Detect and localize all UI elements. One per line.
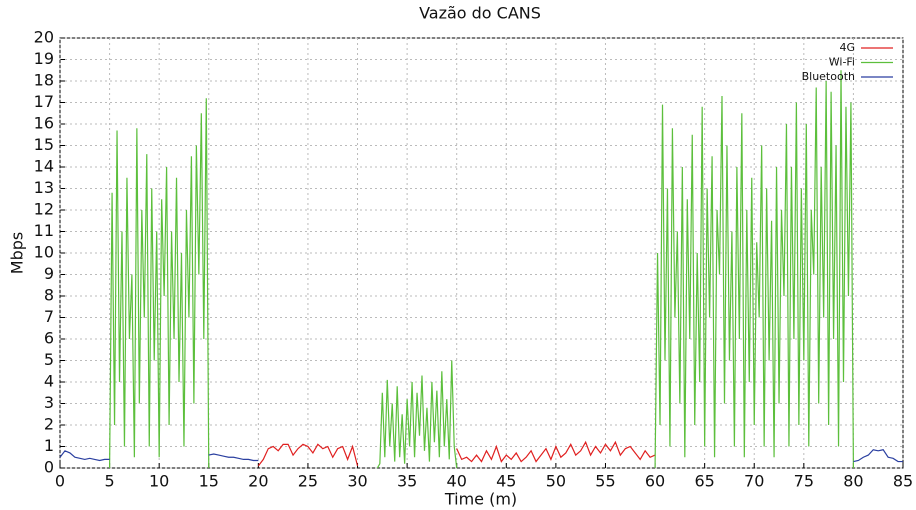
legend-label: Bluetooth <box>802 70 855 83</box>
y-tick-label: 3 <box>44 393 54 412</box>
legend-label: 4G <box>839 41 855 54</box>
x-tick-label: 15 <box>199 472 219 491</box>
x-tick-label: 45 <box>496 472 516 491</box>
y-tick-label: 15 <box>34 135 54 154</box>
x-tick-label: 60 <box>645 472 665 491</box>
x-tick-label: 55 <box>595 472 615 491</box>
y-tick-label: 1 <box>44 436 54 455</box>
y-tick-label: 12 <box>34 200 54 219</box>
y-tick-label: 4 <box>44 372 54 391</box>
legend-label: Wi-Fi <box>829 56 855 69</box>
x-axis-label: Time (m) <box>444 490 517 509</box>
series-line <box>257 440 656 467</box>
y-axis-label: Mbps <box>8 232 27 274</box>
y-tick-label: 19 <box>34 49 54 68</box>
series-line <box>108 70 855 469</box>
y-tick-label: 0 <box>44 458 54 477</box>
y-tick-label: 8 <box>44 286 54 305</box>
x-tick-label: 65 <box>694 472 714 491</box>
y-tick-label: 2 <box>44 415 54 434</box>
y-tick-label: 17 <box>34 92 54 111</box>
y-tick-label: 6 <box>44 329 54 348</box>
x-tick-label: 10 <box>149 472 169 491</box>
x-tick-label: 35 <box>397 472 417 491</box>
series-line <box>59 449 903 463</box>
y-tick-label: 9 <box>44 264 54 283</box>
y-tick-label: 10 <box>34 243 54 262</box>
x-tick-label: 20 <box>248 472 268 491</box>
y-tick-label: 7 <box>44 307 54 326</box>
x-tick-label: 85 <box>893 472 913 491</box>
x-tick-label: 40 <box>447 472 467 491</box>
x-tick-label: 50 <box>546 472 566 491</box>
x-tick-label: 5 <box>104 472 114 491</box>
x-tick-label: 80 <box>843 472 863 491</box>
y-tick-label: 20 <box>34 28 54 47</box>
y-tick-label: 18 <box>34 71 54 90</box>
y-tick-label: 5 <box>44 350 54 369</box>
x-tick-label: 30 <box>347 472 367 491</box>
x-tick-label: 0 <box>55 472 65 491</box>
y-tick-label: 13 <box>34 178 54 197</box>
y-tick-label: 16 <box>34 114 54 133</box>
x-tick-label: 25 <box>298 472 318 491</box>
y-tick-label: 11 <box>34 221 54 240</box>
chart-title: Vazão do CANS <box>419 4 541 23</box>
x-tick-label: 70 <box>744 472 764 491</box>
x-tick-label: 75 <box>794 472 814 491</box>
y-tick-label: 14 <box>34 157 54 176</box>
